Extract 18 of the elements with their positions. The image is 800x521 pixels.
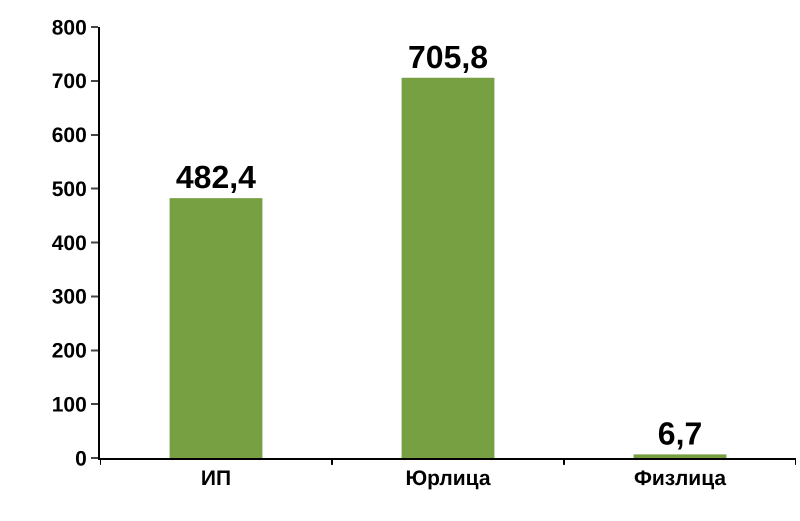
y-tick-label: 300 (52, 286, 87, 309)
data-label: 6,7 (658, 415, 702, 452)
y-tick-label: 200 (52, 340, 87, 363)
y-tick-label: 100 (52, 393, 87, 416)
y-tick-label: 800 (52, 16, 87, 40)
x-tick-label: ИП (200, 467, 232, 490)
y-tick-label: 0 (75, 447, 87, 470)
data-label: 482,4 (176, 159, 256, 196)
bar (402, 78, 494, 458)
x-tick-label: Юрлица (405, 467, 491, 490)
y-tick-label: 700 (52, 70, 87, 94)
bar (170, 198, 262, 458)
y-tick-label: 400 (52, 232, 87, 255)
x-tick-label: Физлица (634, 467, 726, 490)
bar (634, 454, 726, 458)
y-tick-label: 600 (52, 124, 87, 148)
y-tick-label: 500 (52, 178, 87, 201)
data-label: 705,8 (408, 38, 488, 75)
